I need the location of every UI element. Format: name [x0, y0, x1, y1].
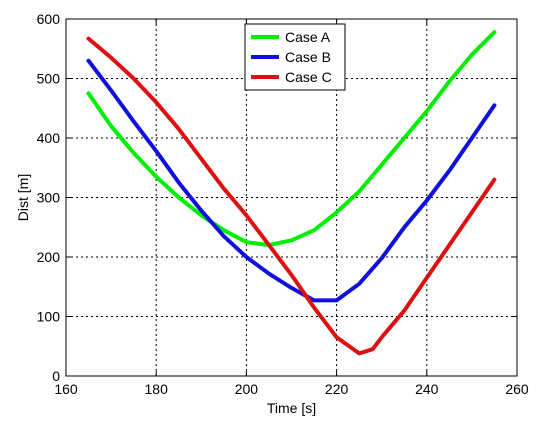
legend-label: Case B [285, 49, 331, 65]
tick-layer: 160 180 200 220 240 260 0 100 200 300 400 500 600 [37, 11, 529, 397]
x-tick-label: 260 [505, 381, 529, 397]
y-tick-label: 0 [52, 368, 60, 384]
legend: Case A Case B Case C [244, 23, 346, 91]
legend-label: Case A [285, 29, 331, 45]
y-tick-label: 600 [37, 11, 61, 27]
y-tick-label: 300 [37, 190, 61, 206]
x-tick-label: 160 [54, 381, 78, 397]
series-layer [86, 30, 497, 356]
y-tick-label: 100 [37, 309, 61, 325]
series-line-case-b [86, 58, 497, 303]
series-line-case-a [86, 30, 497, 248]
x-tick-label: 220 [325, 381, 349, 397]
y-axis-label: Dist [m] [15, 174, 31, 221]
x-tick-label: 180 [145, 381, 169, 397]
series-line-case-c [86, 36, 497, 356]
x-tick-label: 240 [415, 381, 439, 397]
y-tick-label: 200 [37, 249, 61, 265]
x-axis-label: Time [s] [267, 400, 316, 416]
y-tick-label: 500 [37, 71, 61, 87]
x-tick-label: 200 [235, 381, 259, 397]
y-tick-label: 400 [37, 130, 61, 146]
legend-label: Case C [285, 69, 332, 85]
